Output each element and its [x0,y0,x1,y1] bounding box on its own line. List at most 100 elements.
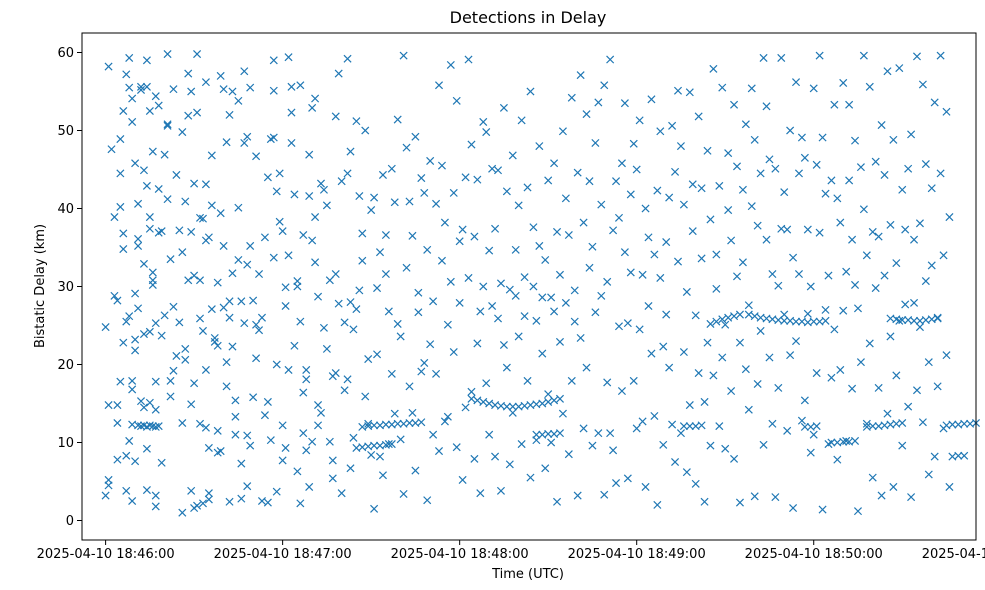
data-point [122,451,131,460]
data-point [877,491,886,500]
data-point [730,454,739,463]
data-point [434,81,444,90]
data-point [325,276,334,285]
data-point [741,120,750,129]
data-point [107,145,116,154]
data-point [697,184,706,193]
y-tick-label: 50 [57,124,74,139]
data-point [432,369,441,378]
data-point [190,179,199,188]
data-point [464,273,473,282]
data-point [880,170,889,179]
y-tick-label: 40 [57,202,74,217]
data-point [550,307,559,316]
data-point [319,185,328,194]
data-point [697,421,706,430]
data-point [647,349,656,358]
data-point [408,231,417,240]
data-point [399,51,408,60]
data-point [296,81,305,90]
data-point [538,349,547,358]
data-point [299,230,308,240]
data-point [172,170,181,179]
data-point [128,94,137,103]
data-point [732,162,742,171]
data-point [139,166,148,175]
data-point [880,271,889,280]
data-point [393,419,402,428]
data-point [523,183,532,192]
data-point [960,451,969,460]
data-point [316,408,326,417]
data-point [709,371,718,380]
data-point [945,213,954,222]
data-point [724,149,733,158]
data-point [800,153,809,162]
data-point [243,132,252,141]
data-point [240,138,249,148]
data-point [476,307,485,316]
data-point [128,496,137,506]
data-point [154,184,163,194]
data-point [246,83,255,92]
data-point [555,337,565,346]
data-point [594,98,603,107]
data-point [635,116,644,125]
data-point [547,438,556,447]
data-point [603,378,612,387]
data-point [237,494,246,503]
data-point [234,96,243,105]
data-point [505,460,514,469]
data-point [101,491,110,500]
data-point [759,440,768,449]
data-point [455,237,464,246]
data-point [904,402,913,411]
data-point [299,388,308,397]
data-point [393,319,402,328]
data-point [346,298,355,307]
data-point [169,366,178,375]
data-point [706,441,715,450]
data-point [715,422,724,431]
data-point [437,256,446,265]
data-point [567,93,576,102]
data-point [113,401,122,410]
data-point [446,60,455,70]
data-point [541,464,550,473]
data-point [104,475,113,484]
data-point [142,82,151,91]
data-point [225,497,234,506]
data-point [151,405,160,414]
data-point [402,263,411,272]
data-point [673,257,683,266]
data-point [564,230,573,240]
data-point [485,430,494,439]
data-point [830,325,839,334]
data-point [148,422,157,431]
data-point [597,200,606,209]
data-point [558,127,567,136]
data-point [195,419,205,428]
data-point [541,255,550,265]
data-point [520,273,529,282]
data-point [650,411,659,421]
data-point [201,78,210,87]
data-point [361,126,370,135]
data-point [709,64,718,73]
data-point [797,133,806,142]
data-point [738,185,747,194]
data-point [231,412,240,421]
data-point [600,81,609,90]
data-point [346,147,355,156]
data-point [744,405,753,414]
data-point [544,390,553,399]
data-point [134,421,143,430]
data-point [470,454,479,463]
data-point [597,291,606,300]
data-point [249,296,258,305]
data-point [334,69,343,78]
data-point [732,272,742,281]
data-point [718,315,727,324]
data-point [859,51,868,60]
data-point [576,333,585,343]
